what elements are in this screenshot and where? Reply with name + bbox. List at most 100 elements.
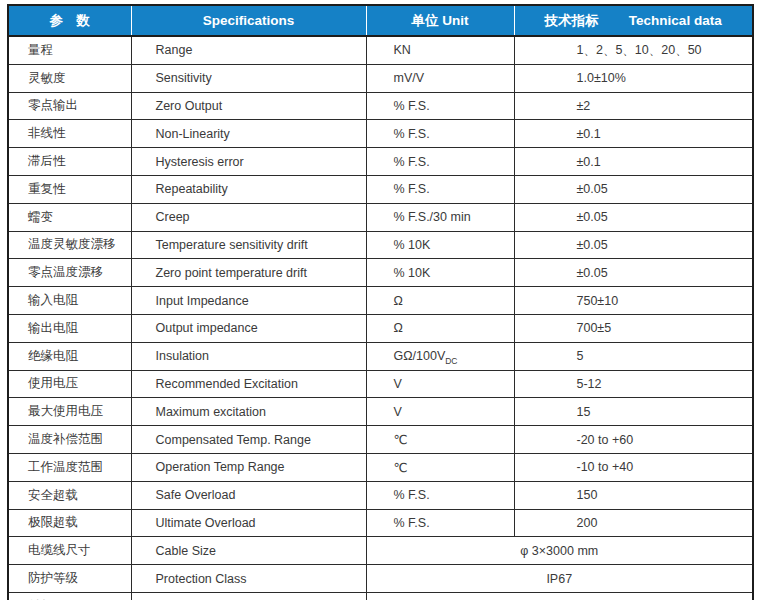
spec-table-body: 量程RangeKN1、2、5、10、20、50灵敏度SensitivitymV/… <box>8 36 753 600</box>
table-row: 灵敏度SensitivitymV/V1.0±10% <box>8 64 753 92</box>
param-cn-cell: 使用电压 <box>8 370 131 398</box>
merged-value-cell: Stainless steel <box>366 592 753 600</box>
unit-cell: % F.S. <box>366 148 514 176</box>
table-row: 量程RangeKN1、2、5、10、20、50 <box>8 36 753 64</box>
technical-value-cell: 750±10 <box>514 287 753 315</box>
unit-cell: V <box>366 370 514 398</box>
table-row: 蠕变Creep% F.S./30 min±0.05 <box>8 203 753 231</box>
param-cn-cell: 灵敏度 <box>8 64 131 92</box>
param-cn-cell: 温度灵敏度漂移 <box>8 231 131 259</box>
technical-value-cell: ±0.1 <box>514 120 753 148</box>
header-technical-data-en: Technical data <box>629 13 722 28</box>
table-row: 温度灵敏度漂移Temperature sensitivity drift% 10… <box>8 231 753 259</box>
unit-cell: ℃ <box>366 426 514 454</box>
table-row: 温度补偿范围Compensated Temp. Range℃-20 to +60 <box>8 426 753 454</box>
header-unit: 单位 Unit <box>366 5 514 36</box>
param-cn-cell: 绝缘电阻 <box>8 342 131 370</box>
spec-en-cell: Ultimate Overload <box>131 509 366 537</box>
technical-value-cell: 1、2、5、10、20、50 <box>514 36 753 64</box>
technical-value-cell: 1.0±10% <box>514 64 753 92</box>
table-row: 零点输出Zero Output% F.S.±2 <box>8 92 753 120</box>
technical-value-cell: 200 <box>514 509 753 537</box>
unit-cell: % F.S./30 min <box>366 203 514 231</box>
spec-en-cell: Zero point temperature drift <box>131 259 366 287</box>
table-row: 材料MaterialStainless steel <box>8 592 753 600</box>
spec-en-cell: Creep <box>131 203 366 231</box>
table-row: 非线性Non-Linearity% F.S.±0.1 <box>8 120 753 148</box>
param-cn-cell: 最大使用电压 <box>8 398 131 426</box>
table-row: 安全超载Safe Overload% F.S.150 <box>8 481 753 509</box>
unit-cell: mV/V <box>366 64 514 92</box>
unit-cell: % F.S. <box>366 509 514 537</box>
technical-value-cell: ±0.1 <box>514 148 753 176</box>
param-cn-cell: 电缆线尺寸 <box>8 537 131 565</box>
param-cn-cell: 安全超载 <box>8 481 131 509</box>
unit-cell: Ω <box>366 287 514 315</box>
spec-en-cell: Safe Overload <box>131 481 366 509</box>
unit-cell: GΩ/100VDC <box>366 342 514 370</box>
param-cn-cell: 温度补偿范围 <box>8 426 131 454</box>
param-cn-cell: 重复性 <box>8 175 131 203</box>
spec-en-cell: Temperature sensitivity drift <box>131 231 366 259</box>
spec-en-cell: Hysteresis error <box>131 148 366 176</box>
param-cn-cell: 工作温度范围 <box>8 453 131 481</box>
spec-en-cell: Sensitivity <box>131 64 366 92</box>
unit-cell: KN <box>366 36 514 64</box>
spec-en-cell: Range <box>131 36 366 64</box>
technical-value-cell: ±2 <box>514 92 753 120</box>
param-cn-cell: 蠕变 <box>8 203 131 231</box>
spec-en-cell: Compensated Temp. Range <box>131 426 366 454</box>
table-row: 零点温度漂移Zero point temperature drift% 10K±… <box>8 259 753 287</box>
param-cn-cell: 零点温度漂移 <box>8 259 131 287</box>
spec-en-cell: Output impedance <box>131 314 366 342</box>
header-specifications: Specifications <box>131 5 366 36</box>
table-row: 输出电阻Output impedanceΩ700±5 <box>8 314 753 342</box>
spec-en-cell: Maximum excitation <box>131 398 366 426</box>
param-cn-cell: 材料 <box>8 592 131 600</box>
spec-en-cell: Operation Temp Range <box>131 453 366 481</box>
table-row: 防护等级Protection ClassIP67 <box>8 565 753 593</box>
unit-cell: % F.S. <box>366 175 514 203</box>
spec-en-cell: Zero Output <box>131 92 366 120</box>
merged-value-cell: φ 3×3000 mm <box>366 537 753 565</box>
spec-en-cell: Non-Linearity <box>131 120 366 148</box>
header-row: 参 数 Specifications 单位 Unit 技术指标 Technical… <box>8 5 753 36</box>
unit-cell: ℃ <box>366 453 514 481</box>
table-row: 电缆线尺寸Cable Sizeφ 3×3000 mm <box>8 537 753 565</box>
header-technical-data: 技术指标 Technical data <box>514 5 753 36</box>
technical-value-cell: ±0.05 <box>514 203 753 231</box>
spec-en-cell: Input Impedance <box>131 287 366 315</box>
spec-en-cell: Material <box>131 592 366 600</box>
table-header: 参 数 Specifications 单位 Unit 技术指标 Technical… <box>8 5 753 36</box>
spec-sheet-page: 参 数 Specifications 单位 Unit 技术指标 Technical… <box>0 0 759 600</box>
technical-value-cell: ±0.05 <box>514 175 753 203</box>
spec-en-cell: Repeatability <box>131 175 366 203</box>
technical-value-cell: 150 <box>514 481 753 509</box>
technical-value-cell: 700±5 <box>514 314 753 342</box>
unit-cell: % F.S. <box>366 120 514 148</box>
merged-value-cell: IP67 <box>366 565 753 593</box>
spec-en-cell: Insulation <box>131 342 366 370</box>
param-cn-cell: 输入电阻 <box>8 287 131 315</box>
unit-cell: % 10K <box>366 231 514 259</box>
param-cn-cell: 量程 <box>8 36 131 64</box>
param-cn-cell: 极限超载 <box>8 509 131 537</box>
technical-value-cell: 5 <box>514 342 753 370</box>
table-row: 重复性Repeatability% F.S.±0.05 <box>8 175 753 203</box>
table-row: 滞后性Hysteresis error% F.S.±0.1 <box>8 148 753 176</box>
table-row: 绝缘电阻InsulationGΩ/100VDC5 <box>8 342 753 370</box>
spec-en-cell: Protection Class <box>131 565 366 593</box>
param-cn-cell: 零点输出 <box>8 92 131 120</box>
unit-cell: % F.S. <box>366 92 514 120</box>
param-cn-cell: 防护等级 <box>8 565 131 593</box>
technical-value-cell: ±0.05 <box>514 259 753 287</box>
table-row: 工作温度范围Operation Temp Range℃-10 to +40 <box>8 453 753 481</box>
unit-cell: % F.S. <box>366 481 514 509</box>
technical-value-cell: 5-12 <box>514 370 753 398</box>
table-row: 输入电阻Input ImpedanceΩ750±10 <box>8 287 753 315</box>
header-parameters: 参 数 <box>8 5 131 36</box>
header-technical-data-cn: 技术指标 <box>545 13 599 28</box>
unit-cell: V <box>366 398 514 426</box>
technical-value-cell: 15 <box>514 398 753 426</box>
technical-value-cell: -10 to +40 <box>514 453 753 481</box>
